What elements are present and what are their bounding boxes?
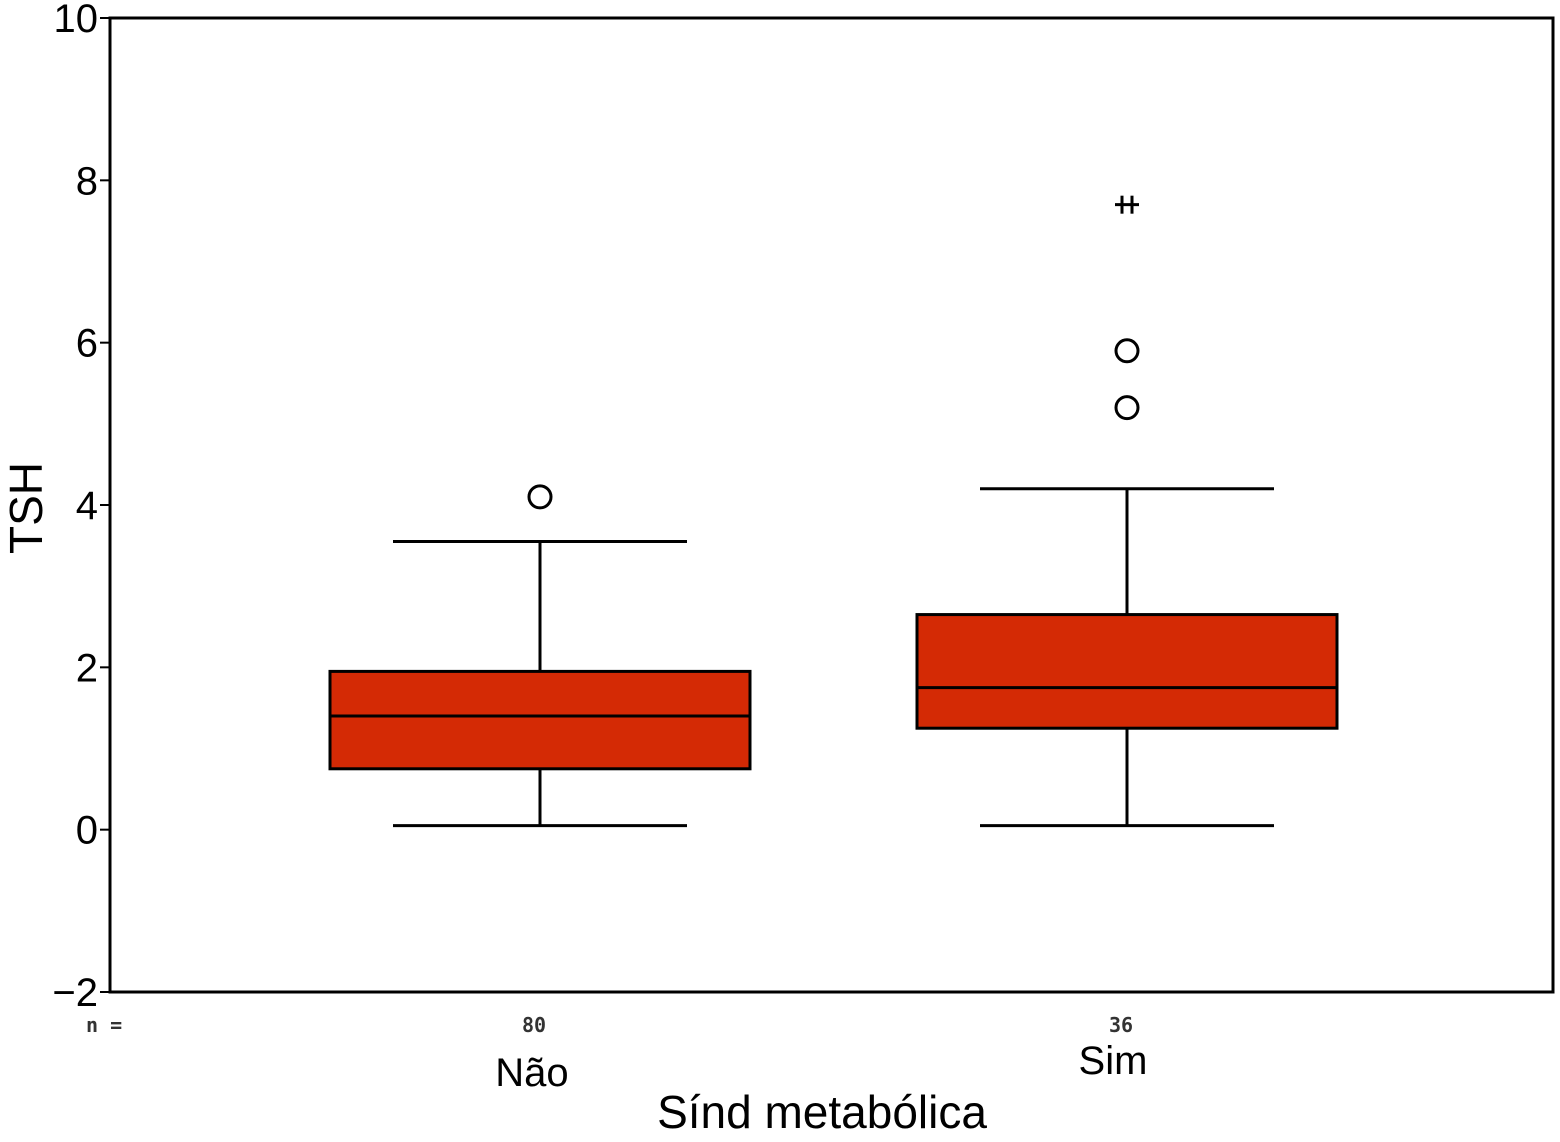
- box-series: [328, 195, 1339, 828]
- y-tick-label: 2: [76, 646, 98, 690]
- outlier-point: [527, 484, 553, 510]
- x-axis-title: Sínd metabólica: [657, 1086, 987, 1138]
- iqr-box: [328, 669, 752, 771]
- extreme-point: [1115, 195, 1139, 214]
- y-tick-label: 6: [76, 322, 98, 366]
- outlier-point: [1114, 338, 1140, 364]
- category-label: Não: [495, 1051, 568, 1095]
- y-axis-ticks: −2 0 2 4 6 8 10: [52, 0, 110, 1015]
- y-axis-title: TSH: [0, 462, 52, 554]
- iqr-box: [915, 613, 1339, 730]
- category-label: Sim: [1079, 1039, 1148, 1083]
- y-tick-label: 4: [76, 484, 98, 528]
- y-tick-label: −2: [52, 971, 98, 1015]
- plot-frame: [108, 16, 1555, 994]
- box-group-sim: [915, 195, 1339, 828]
- outlier-point: [1114, 395, 1140, 421]
- category-n-label: 36: [1109, 1013, 1133, 1037]
- category-n-label: 80: [522, 1013, 546, 1037]
- n-label: n =: [86, 1013, 122, 1037]
- y-tick-label: 0: [76, 809, 98, 853]
- box-group-nao: [328, 484, 752, 828]
- y-tick-label: 8: [76, 159, 98, 203]
- y-tick-label: 10: [54, 0, 99, 41]
